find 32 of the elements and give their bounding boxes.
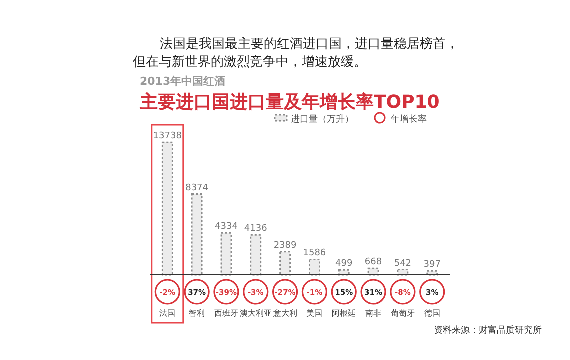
data-label: 542 [394, 258, 412, 269]
bar [250, 234, 262, 276]
x-tick-label: 葡萄牙 [390, 309, 415, 318]
data-label: 668 [364, 258, 382, 268]
x-tick-label: 澳大利亚 [240, 309, 272, 318]
x-tick-label: 德国 [424, 309, 440, 318]
text: 法国是我国最主要的红酒进口国，进口量稳居榜首，但在与新世界的激烈竞争中，增速放缓。 [133, 36, 459, 70]
x-tick-label: 南非 [366, 309, 382, 318]
data-label: 1586 [303, 248, 326, 259]
data-label: 397 [424, 260, 441, 270]
text: 资料来源：财富品质研究所 [434, 325, 542, 336]
bar [309, 259, 320, 276]
legend-label: 年增长率 [391, 114, 427, 125]
x-tick-label: 智利 [189, 309, 206, 318]
x-tick-label: 阿根廷 [332, 309, 356, 318]
data-label: 4334 [215, 222, 238, 232]
data-label: 13738 [153, 132, 182, 142]
bar [280, 251, 291, 276]
x-tick-label: 意大利 [272, 309, 298, 318]
chart-subtitle: 2013年中国红酒 [140, 75, 226, 88]
x-tick-label: 西班牙 [214, 309, 238, 318]
bar [191, 194, 203, 276]
bar [162, 142, 174, 276]
data-label: 2389 [274, 240, 298, 251]
x-tick-label: 法国 [160, 309, 176, 318]
bar [220, 232, 232, 276]
data-label: 499 [336, 259, 353, 270]
chart-title: 主要进口国进口量及年增长率TOP10 [139, 92, 440, 113]
legend-label: 进口量（万升） [291, 114, 354, 125]
data-label: 4136 [244, 224, 268, 234]
x-tick-label: 美国 [306, 309, 323, 318]
data-label: 8374 [186, 183, 209, 194]
